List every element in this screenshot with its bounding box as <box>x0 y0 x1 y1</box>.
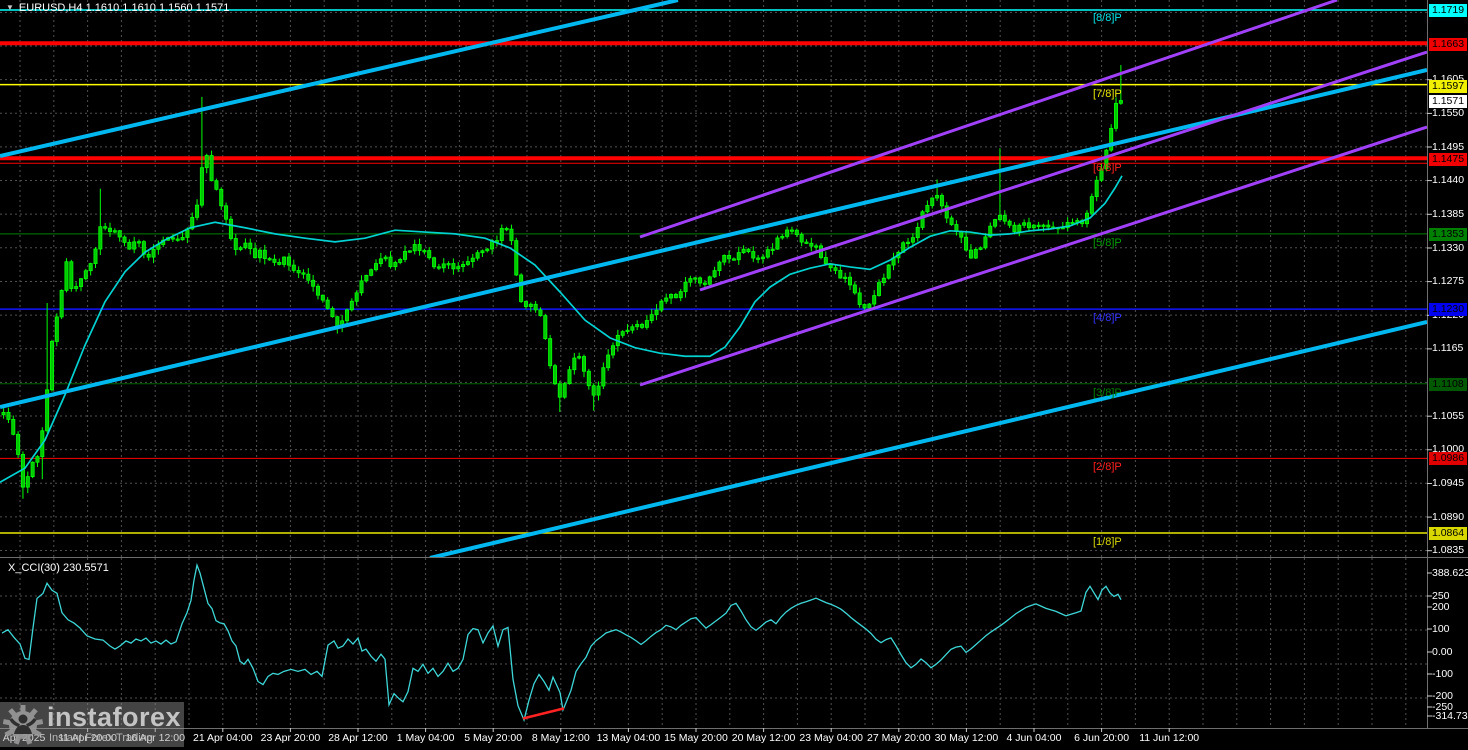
price-badge: 1.1663 <box>1429 37 1467 51</box>
purple-trendline <box>639 125 1427 387</box>
price-badge: 1.1353 <box>1429 227 1467 241</box>
grid <box>0 0 1427 728</box>
price-tick: 1.0835 <box>1432 544 1465 557</box>
price-tick: 1.1385 <box>1432 207 1465 220</box>
time-label: 30 May 12:00 <box>934 732 999 744</box>
price-tick: 1.1055 <box>1432 409 1465 422</box>
cci-tick: 250 <box>1432 589 1450 602</box>
time-label: 13 May 04:00 <box>596 732 661 744</box>
time-label: 20 May 12:00 <box>731 732 796 744</box>
murrey-level-lines <box>0 9 1427 534</box>
murrey-level-label: [4/8]P <box>1093 312 1122 324</box>
price-badge: 1.0864 <box>1429 526 1467 540</box>
purple-trendline <box>699 50 1427 292</box>
cci-red-trendline <box>522 707 565 720</box>
murrey-level-label: [6/8]P <box>1093 162 1122 174</box>
indicator-title: X_CCI(30) 230.5571 <box>8 562 109 574</box>
candles <box>1 65 1123 499</box>
time-label: 16 Apr 12:00 <box>125 732 185 744</box>
cci-tick: -314.7345 <box>1432 709 1468 722</box>
time-label: 21 Apr 04:00 <box>193 732 253 744</box>
cyan-trendline <box>429 320 1427 557</box>
instaforex-gear-icon <box>2 705 44 745</box>
cci-tick: 0.00 <box>1432 645 1453 658</box>
watermark-brand: instaforex <box>47 702 182 732</box>
cci-tick: 200 <box>1432 600 1450 613</box>
murrey-level-label: [3/8]P <box>1093 387 1122 399</box>
time-label: 5 May 20:00 <box>464 732 523 744</box>
murrey-level-label: [5/8]P <box>1093 237 1122 249</box>
watermark: instaforex Instant Forex Trading <box>0 702 184 747</box>
time-label: 27 May 20:00 <box>866 732 931 744</box>
time-label: 11 Jun 12:00 <box>1139 732 1200 744</box>
cci-tick: -250 <box>1432 700 1454 713</box>
time-label: 1 May 04:00 <box>396 732 455 744</box>
time-label: 11 Apr 20:00 <box>58 732 117 744</box>
ohlc-close: 1.1571 <box>195 2 230 14</box>
time-label: 6 Jun 20:00 <box>1074 732 1130 744</box>
price-tick: 1.1440 <box>1432 174 1465 187</box>
murrey-level-label: [2/8]P <box>1093 461 1122 473</box>
price-badge: 1.1719 <box>1429 3 1467 17</box>
purple-trendline <box>639 0 1338 239</box>
price-badge: 1.1571 <box>1429 94 1467 108</box>
murrey-level-label: [7/8]P <box>1093 88 1122 100</box>
price-badge: 1.1230 <box>1429 302 1467 316</box>
cci-tick: -200 <box>1432 689 1454 702</box>
chart-title: ▼ EURUSD,H4 1.1610 1.1610 1.1560 1.1571 <box>6 2 229 14</box>
time-label: 23 May 04:00 <box>799 732 864 744</box>
price-badge: 1.1108 <box>1429 377 1467 391</box>
price-tick: 1.0945 <box>1432 477 1465 489</box>
moving-average-line <box>0 175 1123 483</box>
ohlc-open: 1.1610 <box>85 2 120 14</box>
price-badge: 1.1597 <box>1429 79 1467 93</box>
ohlc-low: 1.1560 <box>159 2 193 14</box>
cci-tick: 100 <box>1432 622 1450 635</box>
price-tick: 1.1495 <box>1432 140 1465 153</box>
price-tick: 1.1550 <box>1432 106 1465 119</box>
price-badge: 1.1475 <box>1429 152 1467 166</box>
time-label: 23 Apr 20:00 <box>260 732 321 744</box>
time-label: 28 Apr 12:00 <box>328 732 388 744</box>
price-tick: 1.0890 <box>1432 510 1465 523</box>
trend-channels <box>0 0 1427 557</box>
ohlc-high: 1.1610 <box>122 2 156 14</box>
time-label: 4 Jun 04:00 <box>1006 732 1062 744</box>
price-tick: 1.1165 <box>1432 342 1464 355</box>
price-tick: 1.1275 <box>1432 275 1465 288</box>
cci-tick: 388.6237 <box>1432 566 1468 579</box>
murrey-level-label: [8/8]P <box>1093 12 1122 24</box>
symbol-period: EURUSD,H4 <box>18 2 83 14</box>
murrey-level-label: [1/8]P <box>1093 536 1122 548</box>
watermark-tagline: Instant Forex Trading <box>49 732 153 744</box>
price-tick: 1.1330 <box>1432 241 1465 254</box>
price-badge: 1.0986 <box>1429 451 1467 465</box>
cci-tick: -100 <box>1432 667 1454 680</box>
time-label: 15 May 20:00 <box>664 732 728 744</box>
cyan-trendline <box>0 68 1427 409</box>
cci-line <box>1 562 1122 723</box>
time-label: 8 May 12:00 <box>531 732 590 744</box>
symbol-marker-icon: ▼ <box>6 3 14 12</box>
axis-tick-marks <box>19 79 1432 732</box>
cyan-trendline <box>0 0 679 158</box>
